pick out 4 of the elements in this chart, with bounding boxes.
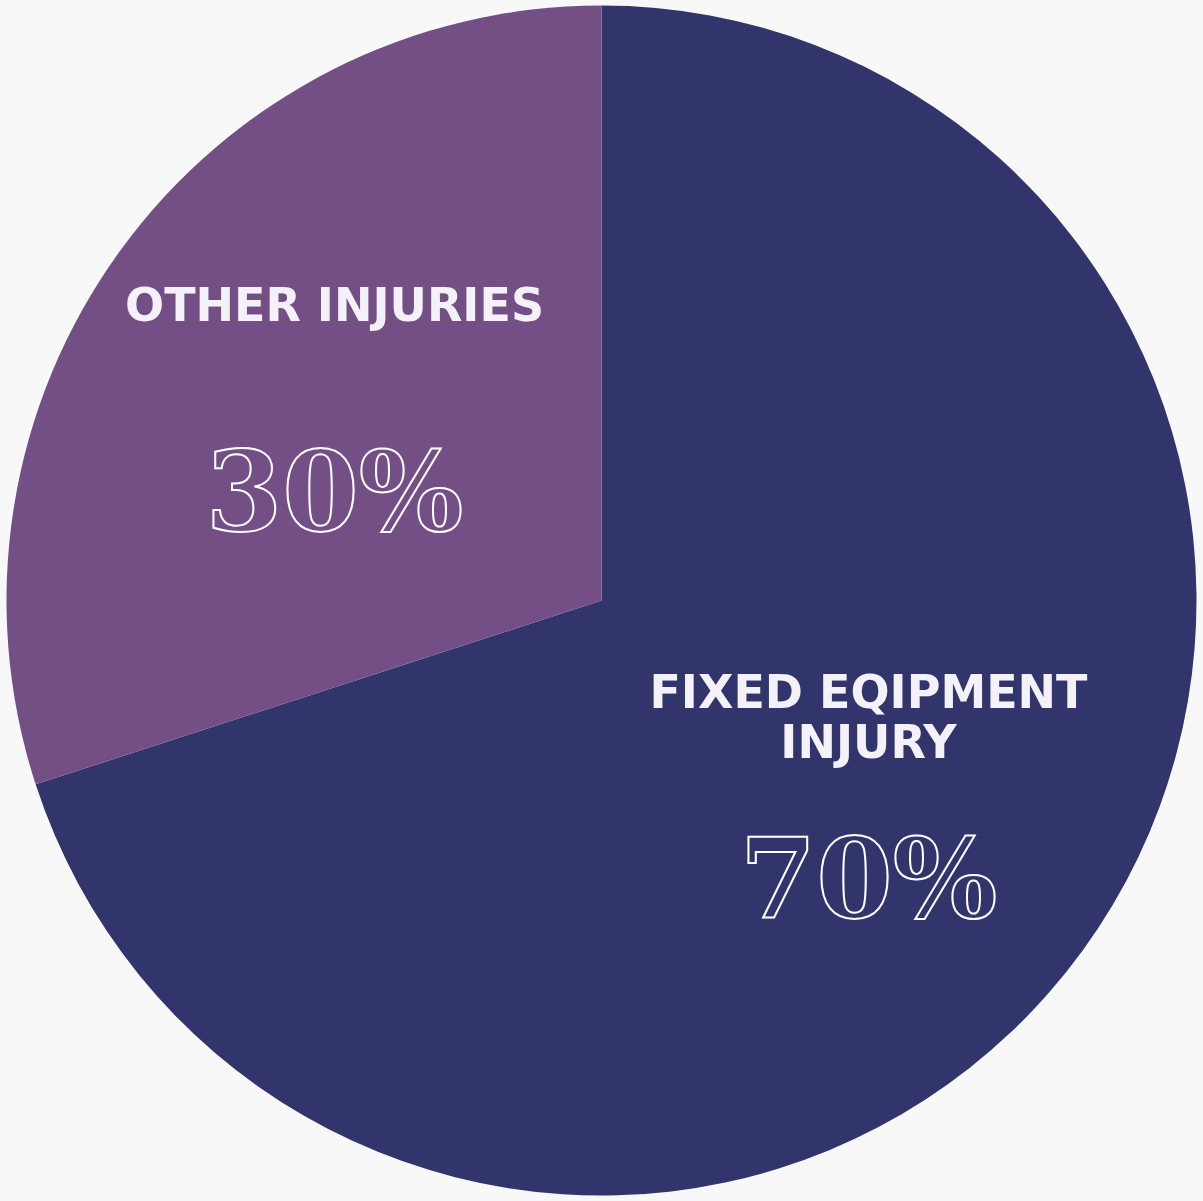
slice-label: OTHER INJURIES — [125, 277, 545, 332]
slice-label: FIXED EQIPMENT INJURY — [649, 665, 1089, 770]
data-label: 30% — [205, 426, 464, 556]
data-label: 70% — [739, 814, 998, 944]
